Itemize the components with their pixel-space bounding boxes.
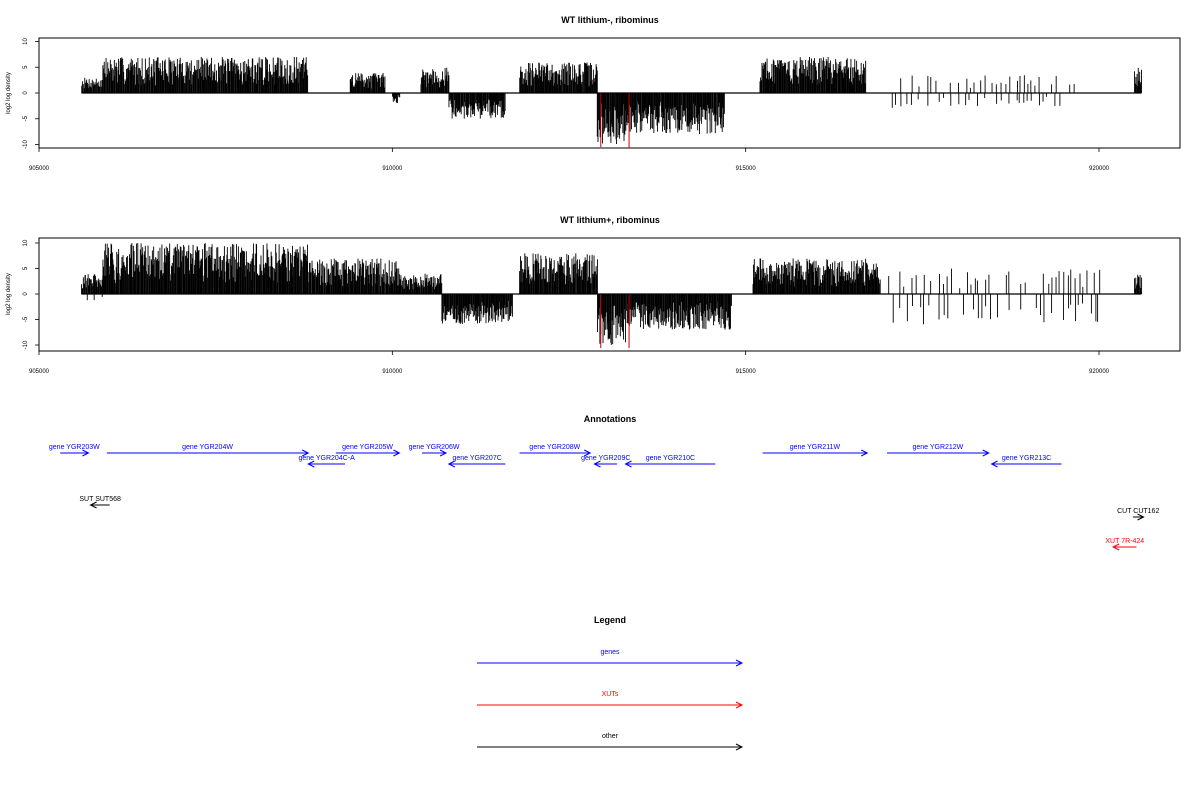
arrow-head (393, 449, 401, 457)
annotation-feature: XUT 7R-424 (1105, 538, 1144, 551)
signal-bars (80, 243, 1143, 345)
annotation-feature: gene YGR209C (581, 455, 630, 468)
feature-label: gene YGR208W (529, 444, 580, 451)
annotations-title: Annotations (584, 414, 637, 424)
y-tick-label: -10 (23, 140, 29, 149)
chart-title: WT lithium-, ribominus (561, 15, 659, 25)
y-tick-label: 5 (23, 266, 29, 270)
annotation-features: gene YGR203W gene YGR204W gene YGR204C-A ge… (49, 444, 1159, 551)
x-tick-label: 905000 (29, 369, 50, 375)
x-tick-label: 915000 (736, 166, 757, 172)
y-tick-label: 10 (23, 239, 29, 246)
legend-label: other (602, 733, 619, 740)
feature-label: gene YGR211W (790, 444, 841, 451)
highlight-bars (600, 93, 630, 149)
chart-title: WT lithium+, ribominus (560, 215, 660, 225)
x-tick-label: 910000 (382, 166, 403, 172)
feature-label: SUT SUT568 (79, 496, 121, 503)
feature-label: gene YGR209C (581, 455, 630, 462)
y-tick-label: 0 (23, 91, 29, 95)
highlight-bars (600, 294, 630, 349)
annotations-track: Annotations gene YGR203W gene YGR204Wgene… (49, 414, 1159, 551)
legend-title: Legend (594, 615, 626, 625)
legend: Legend genes XUTs other (477, 615, 744, 751)
annotation-feature: gene YGR207C (447, 455, 506, 468)
y-axis-label: log2 log density (6, 273, 12, 315)
feature-label: gene YGR210C (646, 455, 695, 462)
chart-panel-lithium-minus: WT lithium-, ribominus log2 log density … (6, 15, 1181, 172)
arrow-head (982, 449, 990, 457)
arrow-head (624, 460, 632, 468)
arrow-head (735, 701, 744, 709)
x-tick-label: 915000 (736, 369, 757, 375)
x-axis: 905000 910000 915000 920000 (29, 351, 1110, 375)
feature-label: gene YGR204C-A (298, 455, 355, 462)
annotation-feature: gene YGR206W (409, 444, 460, 457)
legend-label: XUTs (602, 691, 619, 698)
arrow-head (89, 501, 97, 509)
y-tick-label: -10 (23, 340, 29, 349)
arrow-head (439, 449, 448, 457)
arrow-head (307, 460, 315, 468)
arrow-head (735, 743, 744, 751)
y-tick-label: 5 (23, 65, 29, 69)
feature-label: gene YGR212W (912, 444, 963, 451)
x-tick-label: 910000 (382, 369, 403, 375)
feature-label: gene YGR213C (1002, 455, 1051, 462)
feature-label: gene YGR203W (49, 444, 100, 451)
arrow-head (1112, 543, 1120, 551)
annotation-feature: gene YGR204W (106, 444, 310, 457)
legend-entries: genes XUTs other (477, 649, 744, 751)
feature-label: gene YGR204W (182, 444, 233, 451)
arrow-head (583, 449, 592, 457)
arrow-head (82, 449, 90, 457)
feature-label: XUT 7R-424 (1105, 538, 1144, 545)
feature-label: gene YGR207C (452, 455, 501, 462)
arrow-head (735, 659, 744, 667)
feature-label: gene YGR206W (409, 444, 460, 451)
x-axis: 905000 910000 915000 920000 (29, 148, 1110, 172)
y-axis: -10 -5 0 5 10 (23, 239, 40, 349)
annotation-feature: gene YGR210C (624, 455, 716, 468)
arrow-head (302, 449, 310, 457)
y-axis-label: log2 log density (6, 72, 12, 114)
legend-entry-gene: genes (477, 649, 744, 667)
feature-label: gene YGR205W (342, 444, 393, 451)
arrow-head (990, 460, 998, 468)
arrow-head (593, 460, 601, 468)
arrow-head (1137, 513, 1145, 521)
arrow-head (447, 460, 456, 468)
y-axis: -10 -5 0 5 10 (23, 38, 40, 149)
annotation-feature: gene YGR204C-A (298, 455, 355, 468)
x-tick-label: 920000 (1089, 369, 1110, 375)
legend-entry-other: other (477, 733, 744, 751)
y-tick-label: -5 (23, 316, 29, 322)
annotation-feature: SUT SUT568 (79, 496, 121, 509)
feature-label: CUT CUT162 (1117, 508, 1159, 515)
y-tick-label: 10 (23, 38, 29, 45)
annotation-feature: gene YGR211W (762, 444, 869, 457)
legend-entry-xut: XUTs (477, 691, 744, 709)
annotation-feature: gene YGR203W (49, 444, 100, 457)
arrow-head (860, 449, 869, 457)
y-tick-label: -5 (23, 115, 29, 121)
annotation-feature: gene YGR213C (990, 455, 1062, 468)
x-tick-label: 920000 (1089, 166, 1110, 172)
annotation-feature: CUT CUT162 (1117, 508, 1159, 521)
x-tick-label: 905000 (29, 166, 50, 172)
y-tick-label: 0 (23, 292, 29, 296)
annotation-feature: gene YGR208W (519, 444, 592, 457)
legend-label: genes (600, 649, 620, 656)
signal-bars (81, 56, 1142, 144)
chart-panel-lithium-plus: WT lithium+, ribominus log2 log density … (6, 215, 1181, 375)
annotation-feature: gene YGR212W (887, 444, 990, 457)
annotation-feature: gene YGR205W (335, 444, 401, 457)
